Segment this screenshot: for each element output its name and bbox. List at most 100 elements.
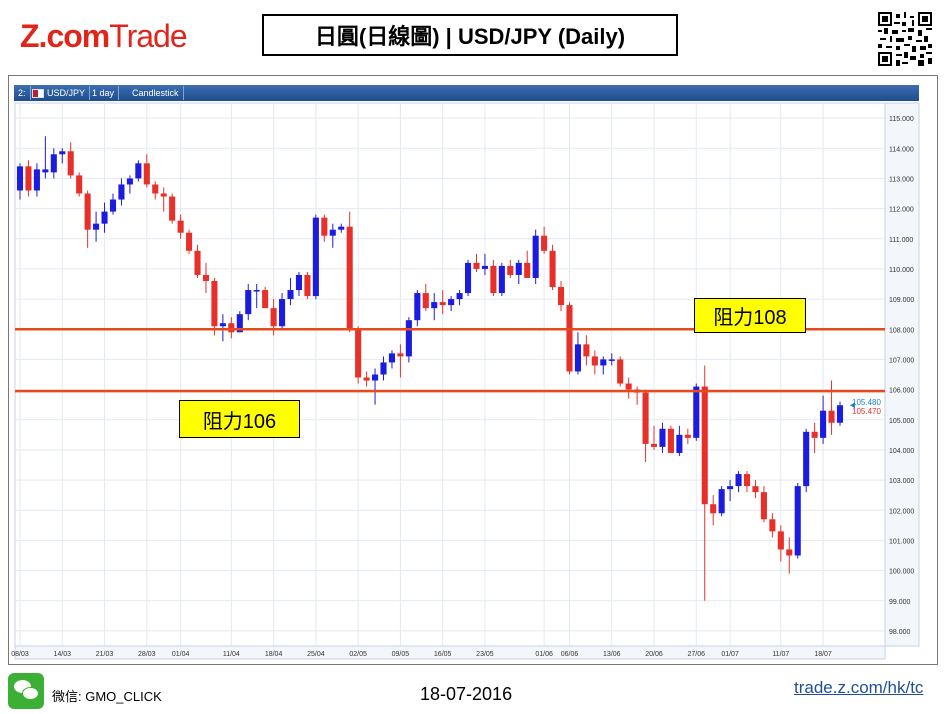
candle-body [583,344,590,357]
candle-body [557,287,565,306]
symbol-selector[interactable]: USD/JPY [28,86,91,100]
candle-body [59,151,66,155]
candle-body [228,323,235,333]
candle [456,290,463,306]
y-tick-label: 100.000 [889,569,914,576]
candle [836,401,844,426]
candle [659,422,666,453]
candle-body [262,290,269,309]
candle-body [101,211,108,224]
candle-body [295,274,303,291]
x-tick-label: 21/03 [96,651,114,658]
candle-body [388,353,396,363]
price-axis-ticks: 115.000 114.000 113.000 112.000 111.000 110.0… [889,116,914,636]
candle [169,193,176,224]
candle [262,287,269,309]
website-link[interactable]: trade.z.com/hk/tc [794,678,924,697]
candle-body [743,474,751,487]
candle [786,537,793,574]
candle [811,422,818,453]
candle [202,262,210,294]
candle-body [76,175,83,194]
x-tick-label: 09/05 [392,651,410,658]
candle [591,350,598,375]
candle [718,486,725,517]
last-price-ask: 105.480 [852,398,881,407]
candle-body [498,265,505,294]
candle [701,365,708,601]
y-tick-label: 111.000 [889,237,913,244]
candle [600,356,607,375]
candle [752,480,759,499]
candle-body [211,280,218,327]
candle-body [701,386,708,505]
candle [355,326,362,384]
candle-body [253,290,260,292]
candle [67,142,74,179]
candle-body [50,154,57,173]
y-tick-label: 109.000 [889,297,914,304]
candle [820,395,827,444]
candle-body [33,169,40,191]
y-tick-label: 107.000 [889,357,914,364]
candle-body [617,359,624,384]
candle-body [727,486,734,490]
candle-body [794,486,801,556]
candle [338,223,345,233]
candle-body [693,386,700,438]
candle [16,163,24,200]
candle-body [405,320,412,357]
y-tick-label: 98.000 [889,629,911,636]
candle-body [574,344,581,372]
candle-body [803,431,810,487]
x-tick-label: 20/06 [645,651,663,658]
x-tick-label: 18/04 [265,651,283,658]
candle [557,280,565,312]
x-tick-label: 25/04 [307,651,325,658]
candle [524,250,531,278]
candle [388,350,396,369]
chart-type-selector[interactable]: Candlestick [128,86,184,100]
y-tick-label: 103.000 [889,478,914,485]
candle-body [515,262,522,275]
candle-body [650,443,658,447]
last-price-markers: 105.480 105.470 [850,398,881,416]
candle [397,344,404,378]
candle-body [160,193,167,197]
candle-body [279,299,286,327]
candle [329,223,336,248]
resistance-106-callout: 阻力106 [179,400,300,438]
candle-body [490,265,497,294]
candle-body [608,359,615,361]
candle [135,160,142,182]
candle-body [312,217,319,297]
candle [304,271,311,300]
candle [667,425,674,453]
candle [566,302,573,375]
candle-body [84,193,91,230]
candle-body [676,434,683,453]
candle-body [16,166,24,191]
candle [464,259,472,297]
candle [219,314,226,342]
candle-body [355,329,362,378]
y-tick-label: 110.000 [889,267,914,274]
candle-body [549,250,556,288]
candle [760,486,767,523]
candle [109,193,117,215]
y-tick-label: 104.000 [889,448,914,455]
candle-body [329,229,336,236]
candle-body [836,405,844,423]
candle-body [177,220,184,233]
candle [515,259,522,284]
candle-body [532,235,539,278]
interval-selector[interactable]: 1 day [88,86,120,100]
x-tick-label: 23/05 [476,651,494,658]
y-tick-label: 112.000 [889,207,914,214]
candle-body [600,359,607,366]
candle-body [152,184,159,194]
candle [245,284,252,321]
candle [126,175,133,194]
logo-suffix: Trade [109,18,187,54]
candle-body [287,290,294,300]
